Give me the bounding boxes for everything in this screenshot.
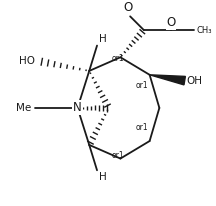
- Text: N: N: [73, 101, 82, 114]
- Text: O: O: [124, 1, 133, 14]
- Text: or1: or1: [136, 81, 149, 90]
- Text: or1: or1: [136, 123, 149, 132]
- Text: H: H: [99, 34, 107, 44]
- Text: Me: Me: [16, 103, 31, 113]
- Text: O: O: [166, 16, 176, 29]
- Text: HO: HO: [19, 56, 35, 66]
- Text: or1: or1: [112, 151, 124, 160]
- Text: or1: or1: [112, 54, 124, 63]
- Text: OH: OH: [187, 76, 203, 86]
- Polygon shape: [150, 75, 185, 85]
- Text: CH₃: CH₃: [196, 26, 212, 34]
- Text: H: H: [99, 172, 107, 182]
